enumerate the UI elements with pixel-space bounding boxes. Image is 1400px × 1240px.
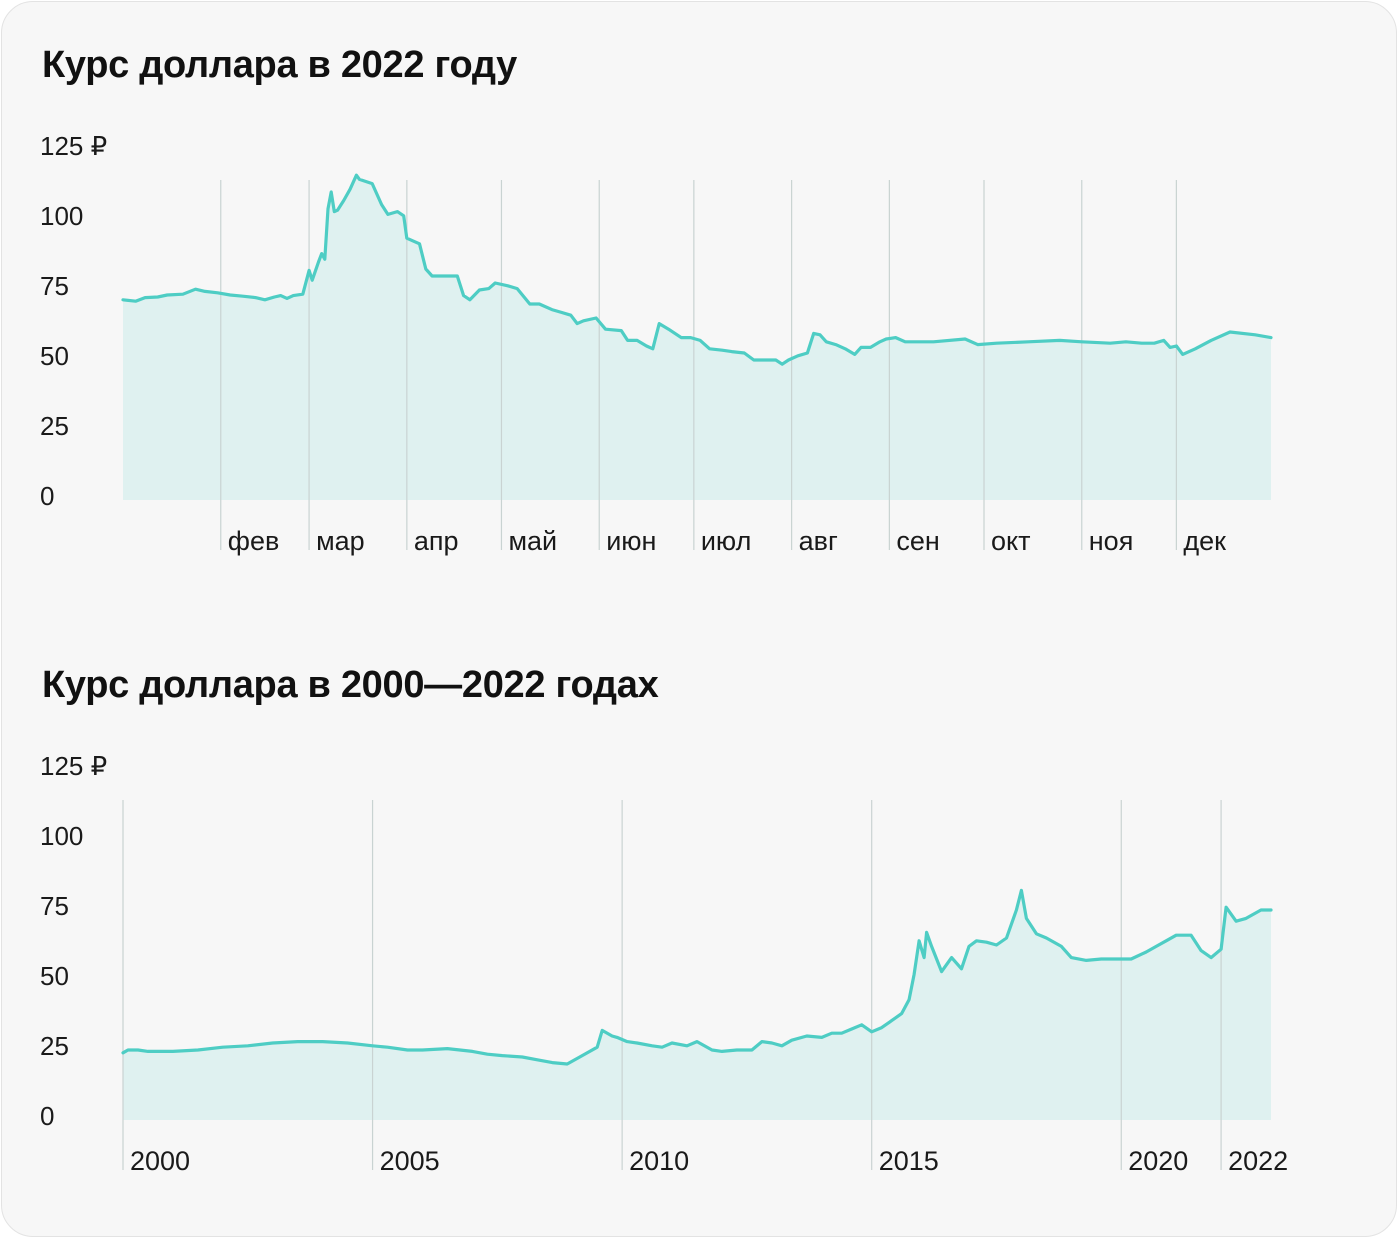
y-tick-label: 125 ₽ bbox=[40, 131, 107, 161]
x-tick-label: июн bbox=[606, 526, 656, 556]
x-tick-label: 2010 bbox=[629, 1146, 689, 1176]
area-fill bbox=[123, 890, 1271, 1120]
x-tick-label: июл bbox=[701, 526, 752, 556]
y-tick-label: 75 bbox=[40, 891, 69, 921]
x-tick-label: мар bbox=[316, 526, 365, 556]
y-tick-label: 25 bbox=[40, 1031, 69, 1061]
x-tick-label: 2015 bbox=[879, 1146, 939, 1176]
y-tick-label: 0 bbox=[40, 1101, 54, 1131]
x-tick-label: окт bbox=[991, 526, 1031, 556]
usd-rate-2000-2022-chart: 0 25 50 75 100 125 ₽ 2000 2005 2010 2015 2020 2022 bbox=[40, 751, 1288, 1176]
y-tick-label: 125 ₽ bbox=[40, 751, 107, 781]
x-tick-label: 2022 bbox=[1228, 1146, 1288, 1176]
y-tick-label: 50 bbox=[40, 961, 69, 991]
x-tick-label: ноя bbox=[1089, 526, 1134, 556]
x-tick-label: 2020 bbox=[1128, 1146, 1188, 1176]
area-fill bbox=[123, 175, 1271, 500]
y-tick-label: 75 bbox=[40, 271, 69, 301]
usd-rate-2022-chart: 0 25 50 75 100 125 ₽ фев мар апр май июн июл авг сен о… bbox=[40, 131, 1273, 556]
x-tick-label: 2005 bbox=[380, 1146, 440, 1176]
x-tick-label: дек bbox=[1183, 526, 1226, 556]
x-tick-label: май bbox=[508, 526, 557, 556]
rate-line bbox=[121, 173, 1273, 366]
y-tick-label: 25 bbox=[40, 411, 69, 441]
y-tick-label: 50 bbox=[40, 341, 69, 371]
x-tick-label: сен bbox=[896, 526, 939, 556]
y-tick-label: 100 bbox=[40, 201, 83, 231]
y-tick-label: 100 bbox=[40, 821, 83, 851]
rate-line bbox=[121, 888, 1273, 1066]
x-tick-label: апр bbox=[414, 526, 459, 556]
x-tick-label: 2000 bbox=[130, 1146, 190, 1176]
y-tick-label: 0 bbox=[40, 481, 54, 511]
x-tick-label: авг bbox=[799, 526, 838, 556]
chart-title-2000-2022: Курс доллара в 2000—2022 годах bbox=[42, 664, 659, 706]
chart-title-2022: Курс доллара в 2022 году bbox=[42, 44, 517, 86]
x-tick-label: фев bbox=[228, 526, 280, 556]
